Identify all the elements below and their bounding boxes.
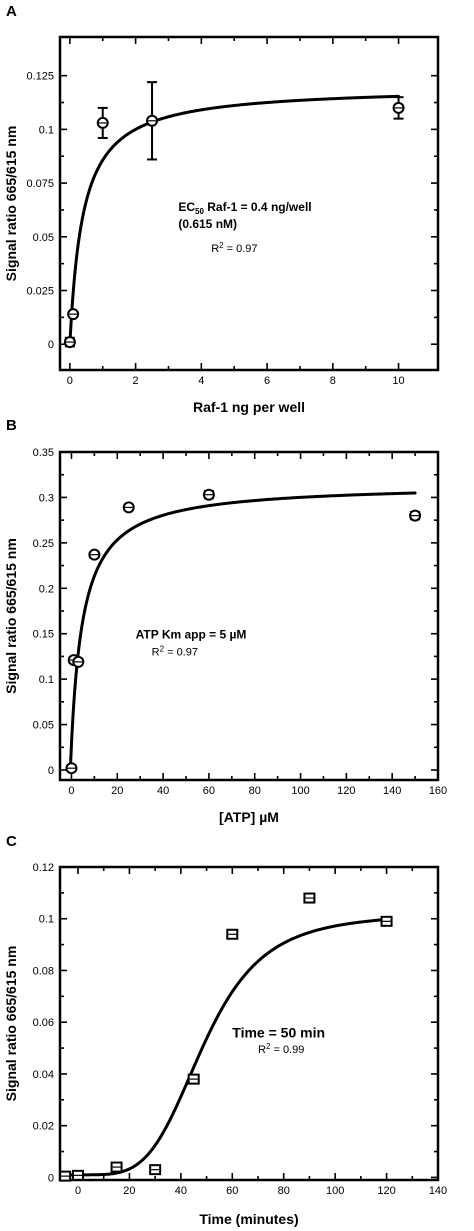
- chart-panel-b: B 0 20 40 60 80 100 120 140 160 0 0.05 0.1 0.15 0.2 0.2…: [3, 417, 447, 825]
- chart-annotation: R2 = 0.99: [258, 1042, 304, 1056]
- y-tick-label: 0.02: [33, 1121, 54, 1133]
- y-tick-label: 0.05: [33, 720, 54, 732]
- chart-annotation: Time = 50 min: [232, 1025, 325, 1041]
- x-tick-label: 4: [198, 375, 204, 387]
- x-tick-label: 80: [278, 1185, 290, 1197]
- y-tick-label: 0.25: [33, 538, 54, 550]
- y-axis-title: Signal ratio 665/615 nm: [3, 126, 19, 282]
- x-tick-label: 0: [68, 785, 74, 797]
- x-tick-label: 40: [175, 1185, 187, 1197]
- panel-letter: A: [6, 3, 17, 20]
- y-tick-label: 0.1: [39, 124, 54, 136]
- x-axis-title: Time (minutes): [199, 1211, 298, 1227]
- x-tick-label: 60: [226, 1185, 238, 1197]
- chart-annotation: ATP Km app = 5 µM: [136, 627, 247, 641]
- x-tick-label: 6: [264, 375, 270, 387]
- fit-curve: [68, 94, 401, 346]
- y-tick-label: 0.1: [39, 674, 54, 686]
- x-tick-label: 0: [67, 375, 73, 387]
- y-tick-label: 0.025: [26, 286, 54, 298]
- x-tick-label: 20: [123, 1185, 135, 1197]
- chart-annotation: (0.615 nM): [178, 217, 237, 231]
- y-tick-label: 0: [48, 1172, 54, 1184]
- x-axis-title: [ATP] µM: [219, 809, 279, 825]
- x-tick-label: 60: [203, 785, 215, 797]
- x-tick-label: 8: [330, 375, 336, 387]
- chart-annotation: EC50 Raf-1 = 0.4 ng/well: [178, 200, 311, 216]
- y-tick-label: 0.08: [33, 965, 54, 977]
- panel-letter: B: [6, 417, 17, 434]
- panel-letter: C: [6, 833, 17, 850]
- y-tick-label: 0.3: [39, 492, 54, 504]
- chart-annotation: R2 = 0.97: [152, 645, 198, 659]
- y-tick-label: 0.35: [33, 447, 54, 459]
- plot-frame: [58, 865, 440, 1182]
- fit-curve: [68, 491, 417, 772]
- x-tick-label: 160: [429, 785, 447, 797]
- x-tick-label: 10: [392, 375, 404, 387]
- chart-panel-c: C 0 20 40 60 80 100 120 140 0 0.02 0.04 0.06 0.08 0.1 0…: [3, 833, 447, 1227]
- y-tick-label: 0.2: [39, 583, 54, 595]
- y-tick-label: 0.12: [33, 862, 54, 874]
- plot-frame: [58, 35, 440, 372]
- y-tick-label: 0.06: [33, 1017, 54, 1029]
- x-tick-label: 140: [383, 785, 401, 797]
- y-tick-label: 0.125: [26, 71, 54, 83]
- x-tick-label: 100: [291, 785, 309, 797]
- x-tick-label: 80: [249, 785, 261, 797]
- x-tick-label: 20: [111, 785, 123, 797]
- chart-annotation: R2 = 0.97: [211, 241, 257, 255]
- x-tick-label: 40: [157, 785, 169, 797]
- x-tick-label: 120: [377, 1185, 395, 1197]
- x-tick-label: 100: [326, 1185, 344, 1197]
- y-tick-label: 0.04: [33, 1069, 54, 1081]
- x-tick-label: 0: [75, 1185, 81, 1197]
- y-tick-label: 0.05: [33, 232, 54, 244]
- x-axis-title: Raf-1 ng per well: [193, 399, 305, 415]
- y-tick-label: 0.075: [26, 178, 54, 190]
- x-tick-label: 2: [133, 375, 139, 387]
- x-tick-label: 120: [337, 785, 355, 797]
- fit-curve: [63, 918, 389, 1177]
- plot-frame: [58, 450, 440, 782]
- y-tick-label: 0: [48, 765, 54, 777]
- y-axis-title: Signal ratio 665/615 nm: [3, 538, 19, 694]
- y-tick-label: 0: [48, 339, 54, 351]
- y-tick-label: 0.1: [39, 914, 54, 926]
- y-axis-title: Signal ratio 665/615 nm: [3, 946, 19, 1102]
- chart-panel-a: A 0 2 4 6 8 10 0 0.025 0.05 0.075 0.1 0.125 Raf-1 ng …: [3, 3, 440, 415]
- x-tick-label: 140: [429, 1185, 447, 1197]
- y-tick-label: 0.15: [33, 629, 54, 641]
